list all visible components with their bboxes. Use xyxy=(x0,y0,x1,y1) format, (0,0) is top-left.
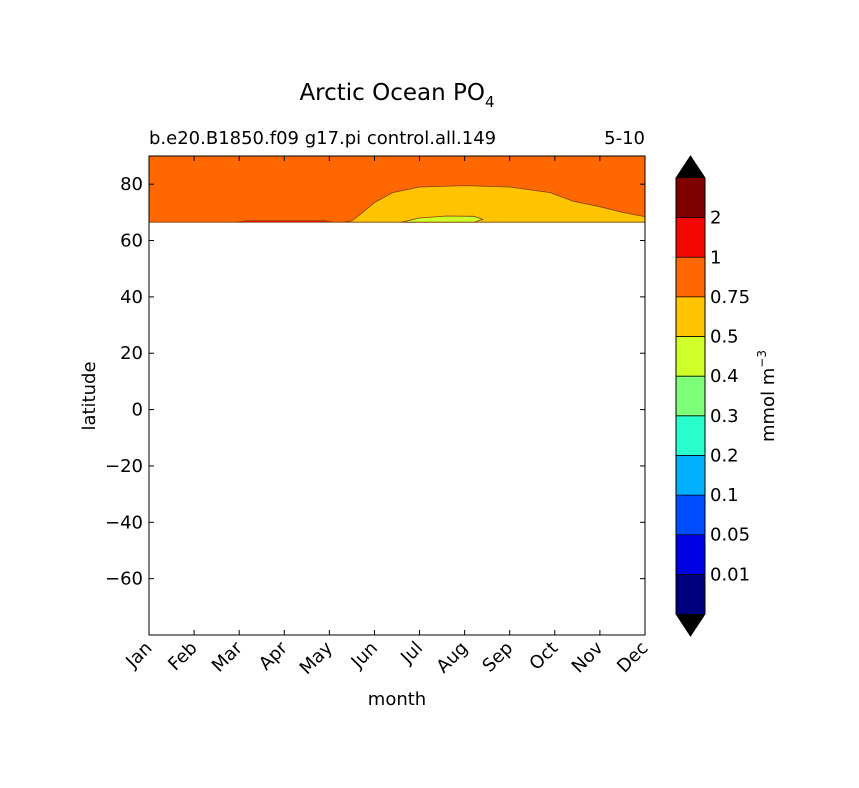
colorbar-segment xyxy=(676,178,705,218)
x-tick-label: Jun xyxy=(347,638,382,673)
colorbar-segment xyxy=(676,495,705,535)
colorbar-segment xyxy=(676,574,705,614)
contour-region-0.4-0.5 xyxy=(401,215,484,223)
colorbar-tick-label: 0.01 xyxy=(710,564,750,585)
y-tick-label: 80 xyxy=(120,174,143,195)
y-tick-label: −20 xyxy=(105,456,143,477)
y-tick-label: 40 xyxy=(120,287,143,308)
y-axis-label: latitude xyxy=(79,361,100,430)
y-tick-label: 60 xyxy=(120,231,143,252)
colorbar-segment xyxy=(676,534,705,575)
x-axis-label: month xyxy=(368,689,426,710)
x-tick-label: Mar xyxy=(208,637,247,676)
colorbar-tick-label: 0.3 xyxy=(710,406,739,427)
colorbar-segment xyxy=(676,336,705,377)
colorbar-segment xyxy=(676,376,705,416)
colorbar-tick-label: 0.1 xyxy=(710,485,739,506)
colorbar-tick-label: 0.75 xyxy=(710,287,750,308)
colorbar-segment xyxy=(676,455,705,496)
x-tick-label: Apr xyxy=(255,637,292,674)
x-tick-label: Dec xyxy=(613,638,652,677)
subtitle-left: b.e20.B1850.f09 g17.pi control.all.149 xyxy=(149,128,496,149)
colorbar-frame xyxy=(675,155,706,637)
colorbar-label-text: mmol m xyxy=(758,368,779,442)
y-tick-label: 0 xyxy=(132,400,143,421)
x-tick-label: Oct xyxy=(525,638,562,675)
chart-title-main: Arctic Ocean PO xyxy=(299,80,485,106)
x-tick-label: Nov xyxy=(568,637,608,677)
colorbar-extend-over xyxy=(676,156,705,178)
colorbar-tick-label: 0.05 xyxy=(710,525,750,546)
chart-title: Arctic Ocean PO4 xyxy=(299,80,494,111)
x-tick-label: Aug xyxy=(432,638,472,678)
subtitle-right: 5-10 xyxy=(604,128,645,149)
contour-region-1-2 xyxy=(234,220,334,223)
chart-title-subscript: 4 xyxy=(485,93,495,111)
y-tick-label: −40 xyxy=(105,512,143,533)
x-tick-label: Jan xyxy=(121,638,156,673)
contour-region-0.5-0.75 xyxy=(149,185,646,223)
x-tick-label: May xyxy=(296,637,337,678)
colorbar-label-exponent: −3 xyxy=(755,350,769,368)
colorbar-label: mmol m−3 xyxy=(755,350,779,442)
y-tick-label: −60 xyxy=(105,569,143,590)
x-tick-label: Feb xyxy=(164,638,201,675)
plot-area: Jan Feb Mar Apr May Jun Jul Aug Sep Oct Nov Dec 80 60… xyxy=(105,155,653,679)
x-tick-label: Jul xyxy=(396,638,427,669)
colorbar-tick-label: 0.5 xyxy=(710,327,739,348)
colorbar-extend-under xyxy=(676,614,705,636)
colorbar-segment xyxy=(676,257,705,297)
plot-frame xyxy=(148,155,646,636)
colorbar-segment xyxy=(676,415,705,456)
colorbar: 0.01 0.05 0.1 0.2 0.3 0.4 0.5 0.75 1 2 xyxy=(675,155,750,637)
colorbar-tick-label: 0.2 xyxy=(710,445,739,466)
colorbar-tick-label: 2 xyxy=(710,208,721,229)
y-tick-label: 20 xyxy=(120,343,143,364)
colorbar-segment xyxy=(676,296,705,337)
colorbar-tick-label: 1 xyxy=(710,247,721,268)
colorbar-segment xyxy=(676,217,705,258)
x-tick-label: Sep xyxy=(478,638,517,677)
colorbar-tick-label: 0.4 xyxy=(710,366,739,387)
